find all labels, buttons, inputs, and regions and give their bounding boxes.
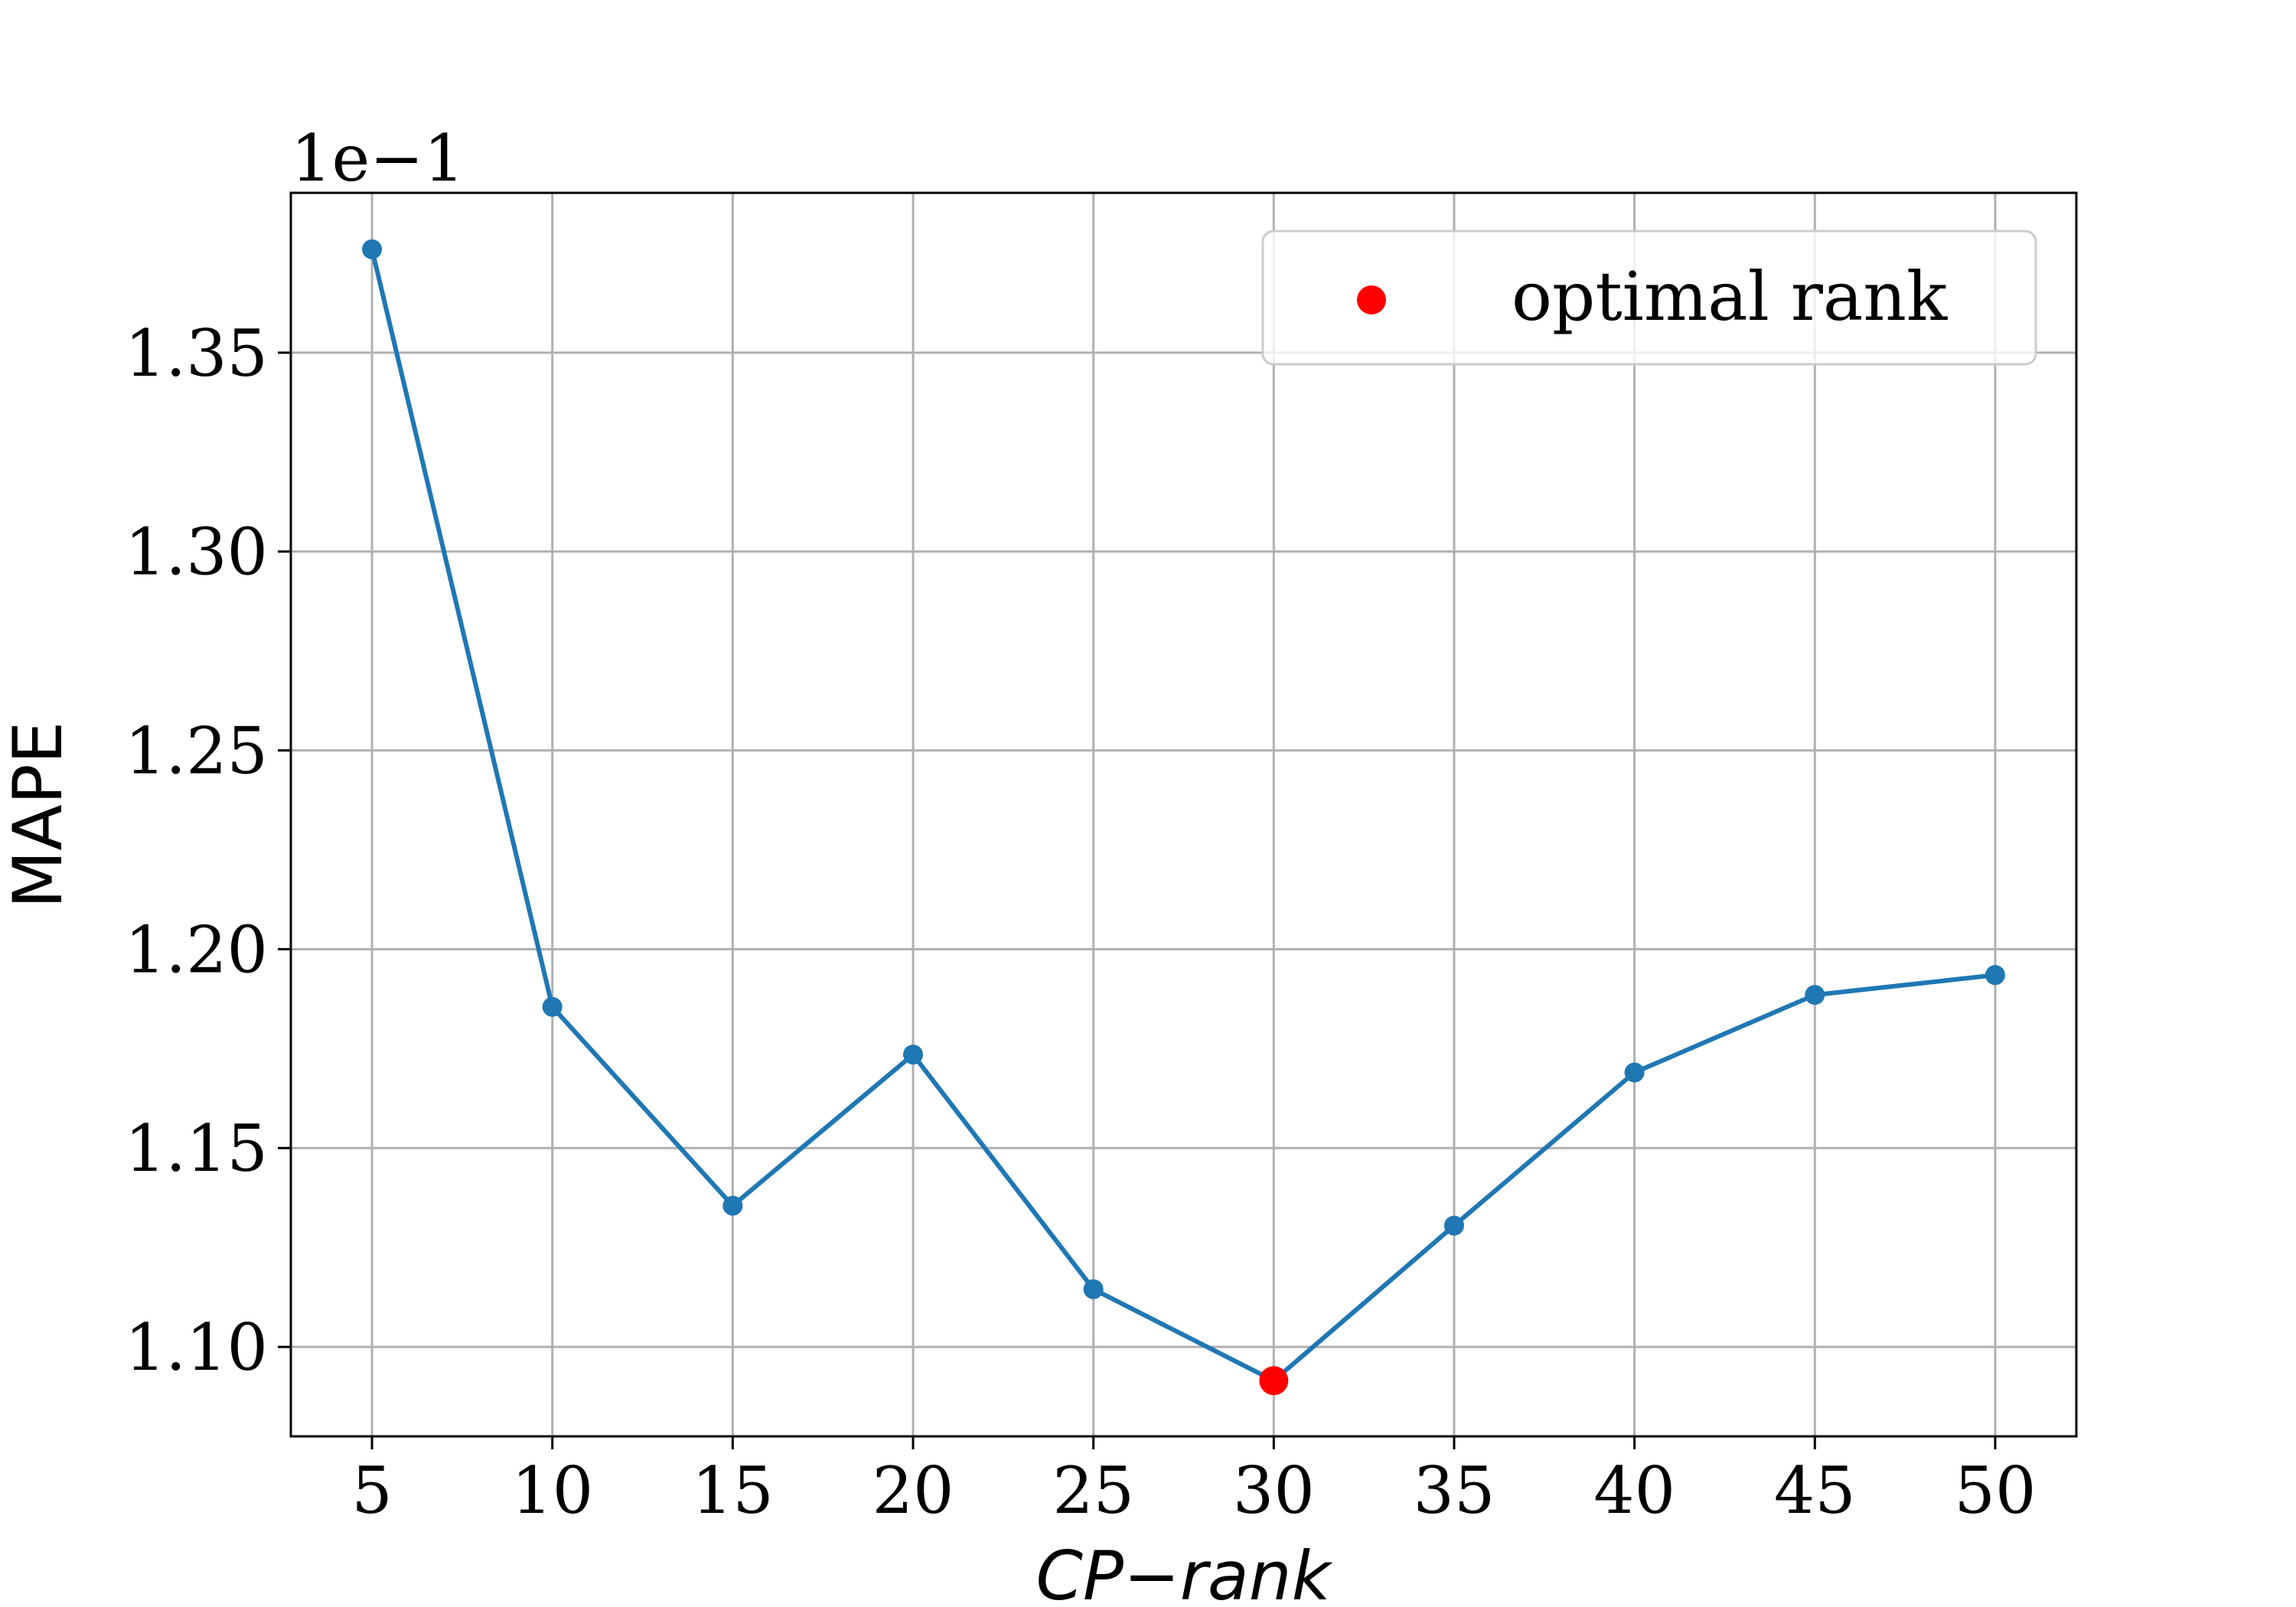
x-tick-label: 35 (1414, 1453, 1495, 1528)
axes-frame (289, 191, 2078, 1438)
x-tick-label: 30 (1233, 1453, 1315, 1528)
x-axis-ticks: 5 10 15 20 25 30 35 40 45 50 (351, 1436, 2036, 1528)
data-series (362, 239, 2005, 1396)
data-point (542, 996, 563, 1017)
y-axis-ticks: 1.10 1.15 1.20 1.25 1.30 1.35 (125, 316, 291, 1385)
data-point (362, 239, 383, 259)
y-tick-label: 1.25 (125, 714, 268, 789)
x-tick-label: 45 (1774, 1453, 1856, 1528)
data-point (722, 1195, 743, 1216)
grid-lines (291, 193, 2076, 1436)
y-tick-label: 1.15 (125, 1111, 268, 1186)
data-point (1083, 1279, 1104, 1299)
x-tick-label: 25 (1052, 1453, 1134, 1528)
data-point (1805, 985, 1825, 1006)
data-point (903, 1045, 924, 1065)
y-offset-label: 1e−1 (291, 121, 465, 196)
legend-entry-optimal-rank: optimal rank (1512, 257, 1948, 336)
series-line (370, 249, 1996, 1384)
legend-box (1261, 230, 2037, 366)
x-tick-label: 20 (872, 1453, 954, 1528)
y-tick-label: 1.30 (125, 515, 268, 590)
legend: optimal rank (1261, 230, 2037, 366)
x-tick-label: 5 (351, 1453, 392, 1528)
x-axis-label: CP−rank (1035, 1537, 1332, 1607)
x-tick-label: 15 (692, 1453, 774, 1528)
x-tick-label: 10 (511, 1453, 593, 1528)
optimal-rank-point (1259, 1366, 1289, 1396)
x-tick-label: 40 (1593, 1453, 1675, 1528)
data-point (1443, 1215, 1464, 1236)
data-point (1985, 965, 2005, 986)
legend-marker-optimal-rank (1357, 285, 1386, 315)
y-tick-label: 1.35 (125, 316, 268, 391)
data-point (1624, 1062, 1645, 1083)
y-tick-label: 1.20 (125, 912, 268, 987)
x-tick-label: 50 (1955, 1453, 2037, 1528)
y-tick-label: 1.10 (125, 1310, 268, 1385)
y-axis-label: MAPE (0, 722, 77, 909)
